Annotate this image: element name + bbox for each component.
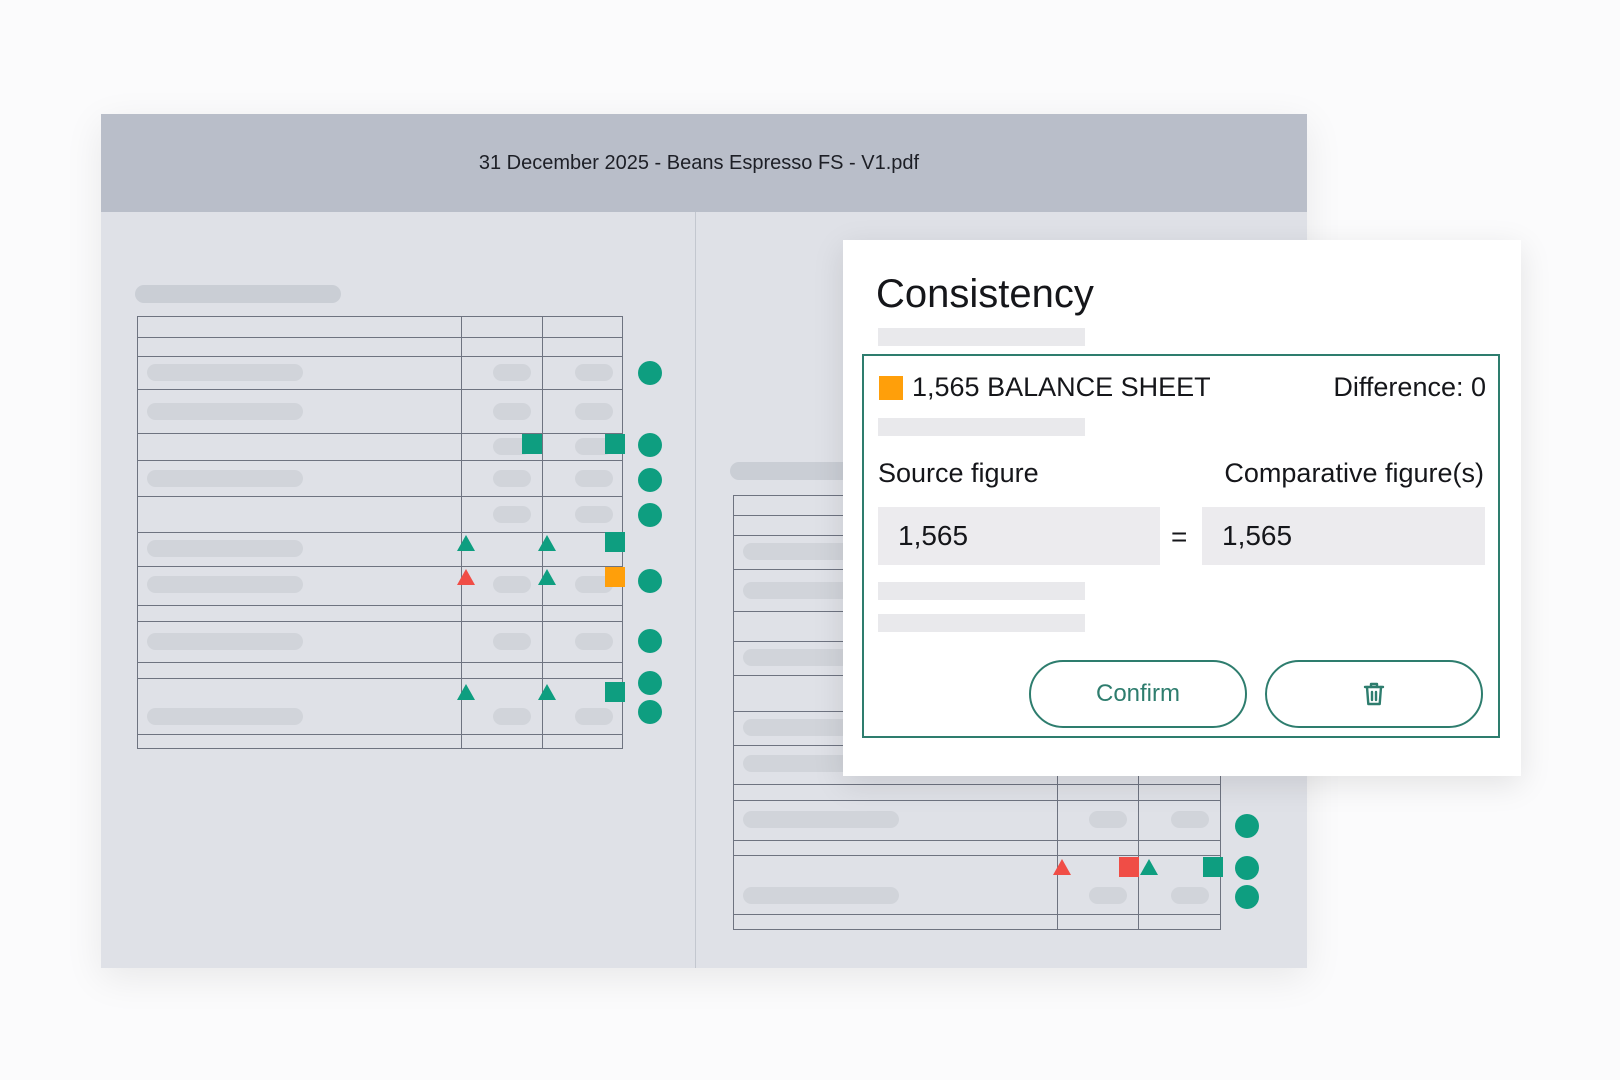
status-dot[interactable]: [1235, 885, 1259, 909]
document-title: 31 December 2025 - Beans Espresso FS - V…: [478, 151, 920, 174]
comparative-figure-label: Comparative figure(s): [1224, 458, 1484, 488]
left-page-table: [137, 316, 623, 749]
status-dot[interactable]: [638, 468, 662, 492]
comparative-figure-field[interactable]: 1,565: [1202, 507, 1485, 565]
item-marker-icon: [879, 376, 903, 400]
source-figure-field[interactable]: 1,565: [878, 507, 1160, 565]
panel-title: Consistency: [876, 272, 1094, 316]
consistency-panel: Consistency 1,565 BALANCE SHEET Differen…: [843, 240, 1521, 776]
status-dot[interactable]: [638, 433, 662, 457]
trash-icon: [1362, 681, 1386, 707]
detail-placeholder: [878, 582, 1085, 600]
status-dot[interactable]: [638, 503, 662, 527]
status-dot[interactable]: [638, 671, 662, 695]
status-dot[interactable]: [638, 700, 662, 724]
check-marker[interactable]: [457, 684, 475, 700]
status-dot[interactable]: [1235, 814, 1259, 838]
check-marker[interactable]: [1140, 859, 1158, 875]
detail-placeholder: [878, 614, 1085, 632]
check-marker[interactable]: [522, 434, 542, 454]
page-divider: [695, 212, 696, 968]
equals-sign: =: [1171, 521, 1188, 552]
check-marker[interactable]: [605, 532, 625, 552]
consistency-item-card: 1,565 BALANCE SHEET Difference: 0 Source…: [862, 354, 1500, 738]
item-detail-placeholder: [878, 418, 1085, 436]
item-label: 1,565 BALANCE SHEET: [912, 372, 1211, 402]
left-page-heading-placeholder: [135, 285, 341, 303]
difference-label: Difference: 0: [1333, 372, 1486, 402]
check-marker[interactable]: [605, 682, 625, 702]
delete-button[interactable]: [1265, 660, 1483, 728]
check-marker[interactable]: [1119, 857, 1139, 877]
status-dot[interactable]: [1235, 856, 1259, 880]
check-marker[interactable]: [457, 535, 475, 551]
check-marker[interactable]: [1053, 859, 1071, 875]
source-figure-label: Source figure: [878, 458, 1039, 488]
confirm-button[interactable]: Confirm: [1029, 660, 1247, 728]
check-marker[interactable]: [538, 569, 556, 585]
check-marker[interactable]: [457, 569, 475, 585]
status-dot[interactable]: [638, 361, 662, 385]
check-marker[interactable]: [538, 684, 556, 700]
document-title-bar: 31 December 2025 - Beans Espresso FS - V…: [101, 114, 1307, 212]
status-dot[interactable]: [638, 629, 662, 653]
check-marker[interactable]: [538, 535, 556, 551]
check-marker[interactable]: [605, 434, 625, 454]
check-marker[interactable]: [605, 567, 625, 587]
status-dot[interactable]: [638, 569, 662, 593]
check-marker[interactable]: [1203, 857, 1223, 877]
panel-subtitle-placeholder: [878, 328, 1085, 346]
